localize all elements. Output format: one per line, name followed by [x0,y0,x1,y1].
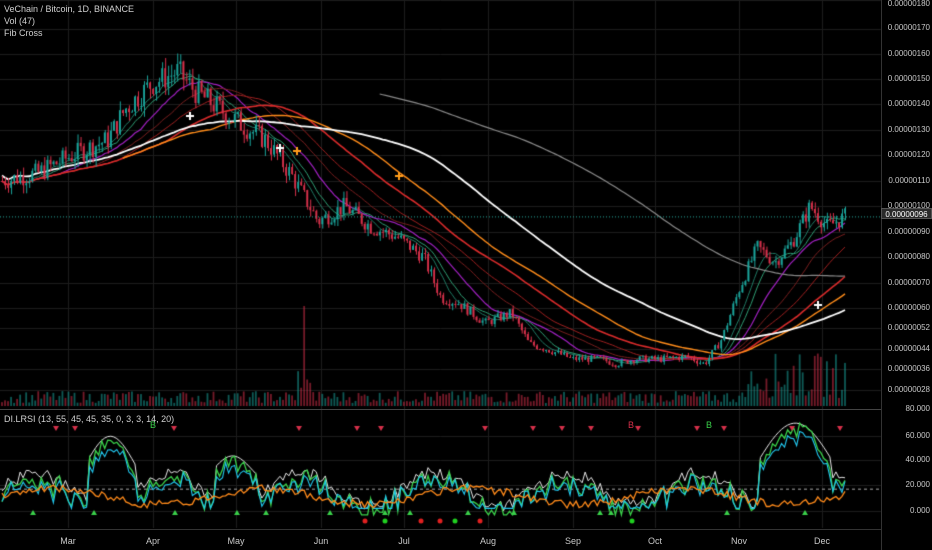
price-tick: 0.00000140 [887,99,930,108]
price-axis-border [881,0,882,550]
time-tick: Mar [60,536,76,546]
price-tick: 0.00000180 [887,0,930,8]
price-tick: 0.00000130 [887,125,930,134]
price-tick: 0.00000060 [887,303,930,312]
buy-signal-label: B [706,420,713,430]
time-tick: Nov [730,536,748,546]
price-tick: 0.00000052 [887,323,930,332]
price-tick: 0.00000044 [887,344,930,353]
time-axis-border [0,529,881,530]
time-tick: Oct [647,536,663,546]
indicator-axis[interactable]: 60.000 40.000 20.000 0.000 [881,410,932,529]
sell-signal-label: B [628,420,635,430]
volume-legend[interactable]: Vol (47) [4,16,36,26]
price-axis[interactable]: 0.00000180 0.00000170 0.00000160 0.00000… [881,0,932,413]
current-price-tag: 0.00000096 [881,208,932,219]
indicator-tick: 40.000 [905,455,930,464]
time-tick: Sep [564,536,582,546]
time-tick: May [227,536,245,546]
indicator-tick: 60.000 [905,431,930,440]
time-tick: Dec [813,536,831,546]
price-tick: 0.00000150 [887,74,930,83]
price-tick: 0.00000160 [887,49,930,58]
indicator-legend[interactable]: DI.LRSI (13, 55, 45, 45, 35, 0, 3, 3, 14… [4,414,175,424]
price-tick: 0.00000090 [887,227,930,236]
fib-cross-legend[interactable]: Fib Cross [4,28,43,38]
indicator-tick: 20.000 [905,480,930,489]
indicator-tick: 0.000 [909,506,930,515]
price-tick: 0.00000120 [887,150,930,159]
price-tick: 0.00000036 [887,364,930,373]
buy-signal-label: B [150,420,157,430]
price-tick: 0.00000110 [888,176,930,185]
price-tick: 0.00000070 [887,278,930,287]
price-tick: 80.000 [905,404,930,413]
price-tick: 0.00000100 [887,201,930,210]
pane-separator[interactable] [0,409,881,410]
time-tick: Jul [398,536,410,546]
price-tick: 0.00000170 [887,23,930,32]
price-tick: 0.00000080 [887,252,930,261]
time-tick: Jun [313,536,329,546]
price-tick: 0.00000028 [887,385,930,394]
symbol-legend[interactable]: VeChain / Bitcoin, 1D, BINANCE [4,4,135,14]
time-tick: Aug [479,536,497,546]
time-tick: Apr [145,536,161,546]
